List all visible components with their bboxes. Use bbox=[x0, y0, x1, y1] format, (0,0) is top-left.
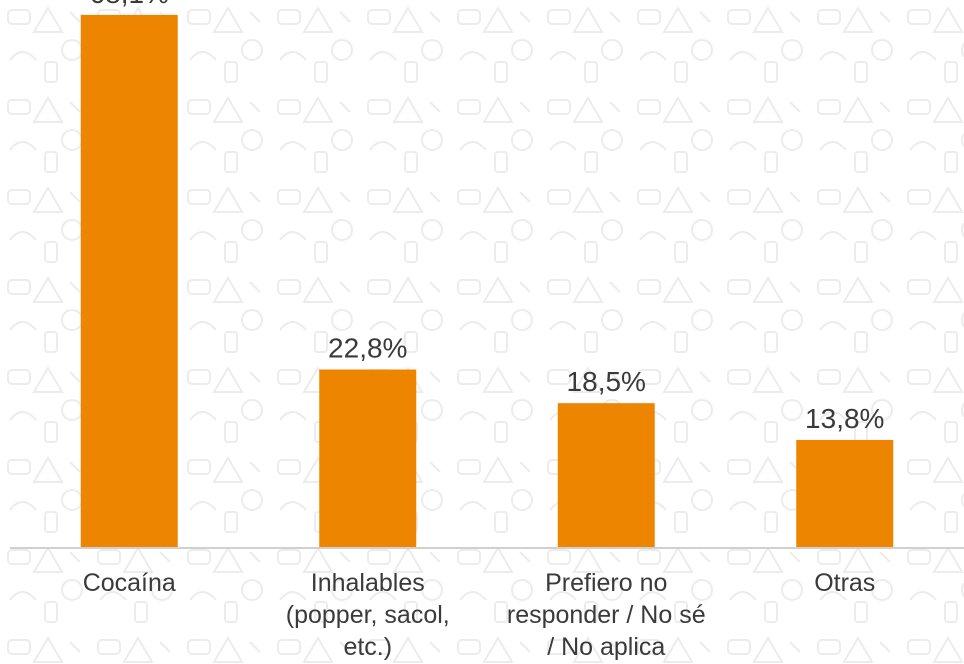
category-label: Prefiero no responder / No sé / No aplica bbox=[507, 569, 706, 661]
category-label-line: Cocaína bbox=[83, 569, 176, 597]
data-label: 13,8% bbox=[805, 403, 884, 434]
bar bbox=[796, 439, 894, 548]
category-label-line: Prefiero no bbox=[545, 569, 667, 597]
bar bbox=[319, 369, 417, 548]
category-label-line: (popper, sacol, bbox=[286, 601, 450, 629]
category-label-line: / No aplica bbox=[547, 633, 665, 661]
category-label: Cocaína bbox=[83, 569, 176, 597]
category-label: Inhalables (popper, sacol, etc.) bbox=[286, 569, 450, 661]
data-label: 68,1% bbox=[90, 0, 169, 9]
category-label-line: etc.) bbox=[343, 633, 392, 661]
category-label-line: Inhalables bbox=[311, 569, 425, 597]
bar bbox=[557, 403, 655, 548]
bar bbox=[80, 14, 178, 549]
data-label: 22,8% bbox=[328, 333, 407, 364]
category-label-line: Otras bbox=[814, 569, 875, 597]
data-label: 18,5% bbox=[567, 366, 646, 397]
category-label: Otras bbox=[814, 569, 875, 597]
category-label-line: responder / No sé bbox=[507, 601, 706, 629]
